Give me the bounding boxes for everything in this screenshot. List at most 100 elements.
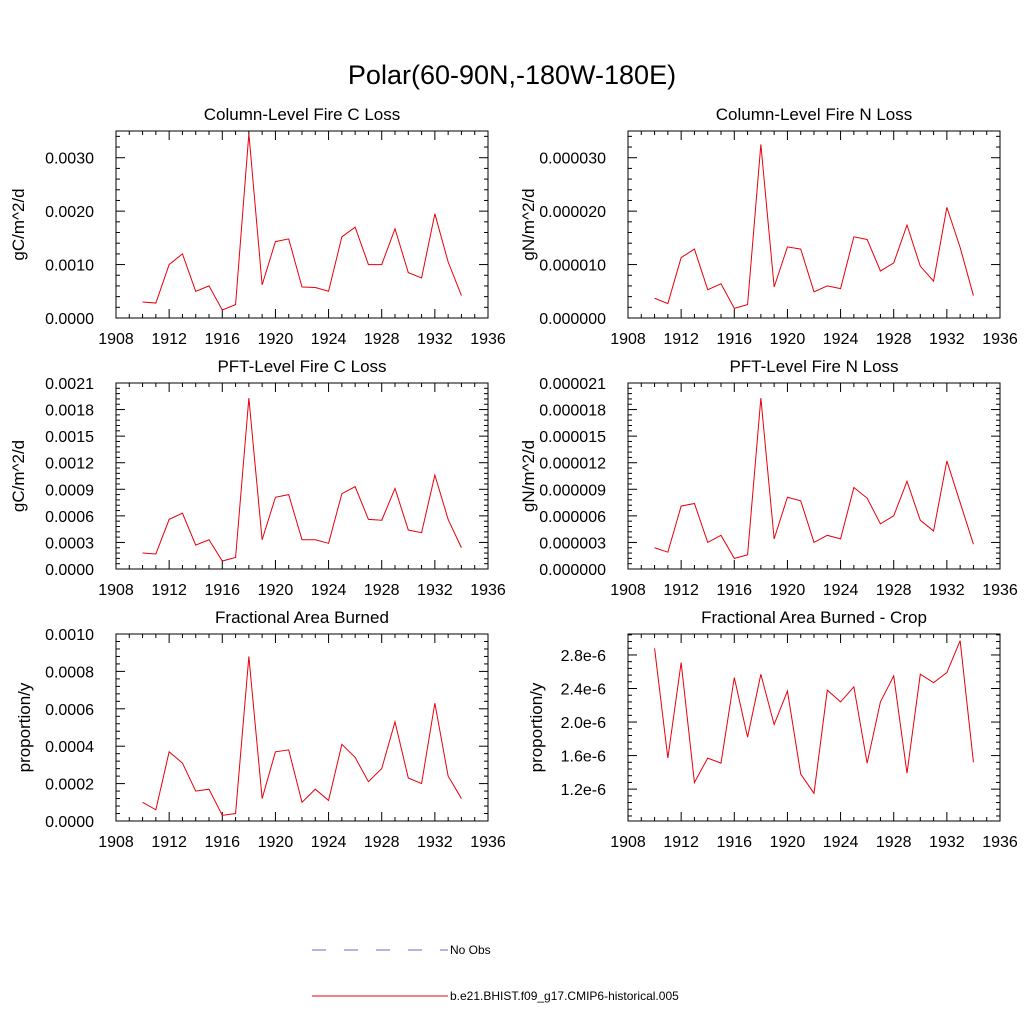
x-tick-label: 1908	[610, 582, 646, 599]
panel-title: Column-Level Fire N Loss	[716, 105, 913, 124]
y-tick-label: 1.6e-6	[561, 749, 606, 766]
x-tick-label: 1916	[204, 582, 240, 599]
y-tick-label: 2.0e-6	[561, 715, 606, 732]
panel-title: Fractional Area Burned - Crop	[701, 608, 927, 627]
x-tick-label: 1932	[417, 331, 453, 348]
y-axis-label: gC/m^2/d	[9, 188, 28, 260]
y-axis-label: gN/m^2/d	[519, 188, 538, 260]
y-tick-label: 0.0010	[45, 258, 94, 275]
x-tick-label: 1936	[470, 834, 506, 851]
x-tick-label: 1908	[98, 834, 134, 851]
legend-label-no-obs: No Obs	[450, 943, 491, 957]
x-tick-label: 1920	[258, 582, 294, 599]
legend-label-model: b.e21.BHIST.f09_g17.CMIP6-historical.005	[450, 989, 679, 1003]
x-tick-label: 1908	[98, 582, 134, 599]
y-tick-label: 0.0003	[45, 535, 94, 552]
series-line	[654, 144, 974, 309]
x-tick-label: 1924	[311, 834, 347, 851]
y-tick-label: 0.000000	[539, 311, 606, 328]
x-tick-label: 1932	[417, 582, 453, 599]
plot-frame	[115, 633, 489, 822]
x-tick-label: 1936	[470, 331, 506, 348]
x-tick-label: 1932	[417, 834, 453, 851]
panel-2: 1908 1912 1916 1920 1924 1928 1932 1936 0.000000…	[519, 105, 1018, 348]
y-axis-label: gN/m^2/d	[519, 440, 538, 512]
x-tick-label: 1920	[258, 834, 294, 851]
x-tick-label: 1916	[716, 582, 752, 599]
y-tick-label: 0.000021	[539, 376, 606, 393]
x-tick-label: 1928	[364, 834, 400, 851]
legend: No Obs b.e21.BHIST.f09_g17.CMIP6-histori…	[312, 943, 679, 1003]
y-tick-label: 0.0008	[45, 664, 94, 681]
y-tick-label: 0.000000	[539, 562, 606, 579]
x-tick-label: 1936	[982, 331, 1018, 348]
figure-title: Polar(60-90N,-180W-180E)	[348, 60, 676, 90]
x-tick-label: 1920	[770, 834, 806, 851]
panel-4: 1908 1912 1916 1920 1924 1928 1932 1936 0.000000…	[519, 357, 1018, 599]
y-axis-label: gC/m^2/d	[9, 440, 28, 512]
y-tick-label: 0.0015	[45, 429, 94, 446]
x-tick-label: 1924	[823, 582, 859, 599]
x-tick-label: 1924	[311, 582, 347, 599]
panel-title: Column-Level Fire C Loss	[204, 105, 401, 124]
x-tick-label: 1928	[876, 331, 912, 348]
panel-title: PFT-Level Fire N Loss	[729, 357, 898, 376]
series-line	[654, 640, 974, 795]
panel-title: PFT-Level Fire C Loss	[217, 357, 386, 376]
panel-1: 1908 1912 1916 1920 1924 1928 1932 1936 0.0000 0.…	[9, 105, 506, 348]
y-tick-label: 0.0030	[45, 151, 94, 168]
y-tick-label: 0.000018	[539, 403, 606, 420]
x-tick-label: 1932	[929, 582, 965, 599]
series-line	[654, 398, 974, 559]
y-tick-label: 0.0002	[45, 777, 94, 794]
y-tick-label: 0.0018	[45, 403, 94, 420]
x-tick-label: 1916	[716, 834, 752, 851]
x-tick-label: 1912	[663, 331, 699, 348]
y-tick-label: 0.0009	[45, 482, 94, 499]
x-tick-label: 1924	[311, 331, 347, 348]
x-tick-label: 1920	[770, 331, 806, 348]
y-tick-label: 0.0020	[45, 204, 94, 221]
y-tick-label: 0.000020	[539, 204, 606, 221]
y-tick-label: 0.0021	[45, 376, 94, 393]
y-tick-label: 0.0004	[45, 739, 94, 756]
series-line	[142, 656, 462, 816]
panel-3: 1908 1912 1916 1920 1924 1928 1932 1936 0.0000 0.…	[9, 357, 506, 599]
y-tick-label: 0.000012	[539, 456, 606, 473]
x-tick-label: 1924	[823, 834, 859, 851]
x-tick-label: 1928	[876, 582, 912, 599]
x-tick-label: 1916	[716, 331, 752, 348]
x-tick-label: 1916	[204, 834, 240, 851]
y-tick-label: 1.2e-6	[561, 782, 606, 799]
x-tick-label: 1912	[151, 331, 187, 348]
x-tick-label: 1932	[929, 331, 965, 348]
y-axis-label: proportion/y	[527, 682, 546, 772]
y-tick-label: 0.000030	[539, 151, 606, 168]
plot-frame	[115, 382, 489, 570]
x-tick-label: 1936	[470, 582, 506, 599]
y-tick-label: 0.0006	[45, 509, 94, 526]
x-tick-label: 1936	[982, 834, 1018, 851]
panel-6: 1908 1912 1916 1920 1924 1928 1932 1936 1.2e-6 1.…	[527, 608, 1018, 851]
y-tick-label: 0.000015	[539, 429, 606, 446]
x-tick-label: 1928	[364, 582, 400, 599]
y-tick-label: 0.0012	[45, 456, 94, 473]
x-tick-label: 1920	[770, 582, 806, 599]
y-tick-label: 2.8e-6	[561, 648, 606, 665]
x-tick-label: 1908	[610, 331, 646, 348]
x-tick-label: 1912	[151, 582, 187, 599]
y-tick-label: 0.0010	[45, 627, 94, 644]
x-tick-label: 1920	[258, 331, 294, 348]
x-tick-label: 1928	[364, 331, 400, 348]
y-tick-label: 0.0000	[45, 562, 94, 579]
y-axis-label: proportion/y	[15, 682, 34, 772]
y-tick-label: 0.0000	[45, 814, 94, 831]
x-tick-label: 1912	[663, 582, 699, 599]
x-tick-label: 1916	[204, 331, 240, 348]
y-tick-label: 0.0000	[45, 311, 94, 328]
series-line	[142, 133, 462, 311]
x-tick-label: 1908	[98, 331, 134, 348]
panel-5: 1908 1912 1916 1920 1924 1928 1932 1936 0.0000 0.…	[15, 608, 506, 851]
x-tick-label: 1932	[929, 834, 965, 851]
